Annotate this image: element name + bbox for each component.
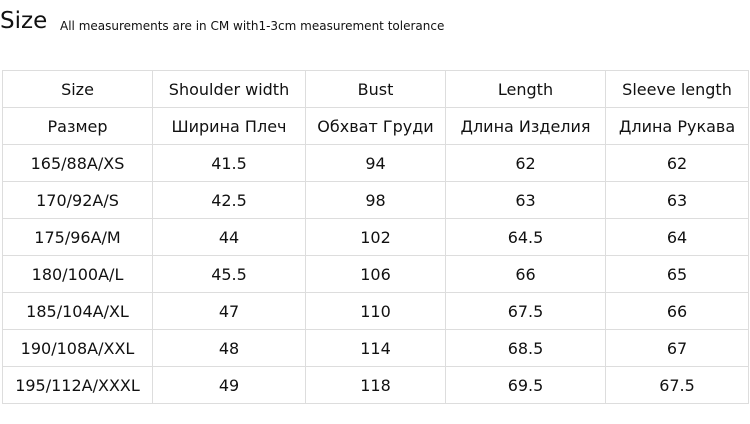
cell: 62 — [605, 144, 749, 182]
cell: 67 — [605, 329, 749, 367]
cell: 64.5 — [445, 218, 606, 256]
data-row: 195/112A/XXXL 49 118 69.5 67.5 — [2, 366, 749, 404]
cell: 42.5 — [152, 181, 306, 219]
cell: 64 — [605, 218, 749, 256]
cell: Длина Изделия — [445, 107, 606, 145]
cell: 63 — [445, 181, 606, 219]
cell: Длина Рукава — [605, 107, 749, 145]
data-row: 165/88A/XS 41.5 94 62 62 — [2, 144, 749, 182]
cell: 45.5 — [152, 255, 306, 293]
cell: 170/92A/S — [2, 181, 153, 219]
cell: 102 — [305, 218, 446, 256]
cell: 66 — [445, 255, 606, 293]
cell: 67.5 — [605, 366, 749, 404]
header-row: Size Shoulder width Bust Length Sleeve lengt… — [2, 70, 749, 108]
cell: 114 — [305, 329, 446, 367]
cell: Ширина Плеч — [152, 107, 306, 145]
cell: 48 — [152, 329, 306, 367]
cell: 69.5 — [445, 366, 606, 404]
header-row-ru: Размер Ширина Плеч Обхват Груди Длина Издел… — [2, 107, 749, 145]
cell: 94 — [305, 144, 446, 182]
cell: Размер — [2, 107, 153, 145]
size-table: Size Shoulder width Bust Length Sleeve lengt… — [2, 70, 749, 404]
cell: 165/88A/XS — [2, 144, 153, 182]
cell: 62 — [445, 144, 606, 182]
data-row: 190/108A/XXL 48 114 68.5 67 — [2, 329, 749, 367]
cell: Bust — [305, 70, 446, 108]
cell: Shoulder width — [152, 70, 306, 108]
cell: 118 — [305, 366, 446, 404]
cell: 195/112A/XXXL — [2, 366, 153, 404]
cell: 47 — [152, 292, 306, 330]
cell: 63 — [605, 181, 749, 219]
cell: Size — [2, 70, 153, 108]
data-row: 170/92A/S 42.5 98 63 63 — [2, 181, 749, 219]
cell: 65 — [605, 255, 749, 293]
cell: 49 — [152, 366, 306, 404]
cell: 175/96A/M — [2, 218, 153, 256]
cell: 106 — [305, 255, 446, 293]
data-row: 185/104A/XL 47 110 67.5 66 — [2, 292, 749, 330]
cell: 66 — [605, 292, 749, 330]
note: All measurements are in CM with1-3cm mea… — [60, 19, 445, 33]
cell: 190/108A/XXL — [2, 329, 153, 367]
cell: 98 — [305, 181, 446, 219]
cell: Обхват Груди — [305, 107, 446, 145]
cell: 67.5 — [445, 292, 606, 330]
cell: 110 — [305, 292, 446, 330]
data-row: 175/96A/M 44 102 64.5 64 — [2, 218, 749, 256]
cell: 41.5 — [152, 144, 306, 182]
cell: 180/100A/L — [2, 255, 153, 293]
cell: 68.5 — [445, 329, 606, 367]
cell: 185/104A/XL — [2, 292, 153, 330]
cell: 44 — [152, 218, 306, 256]
cell: Sleeve length — [605, 70, 749, 108]
cell: Length — [445, 70, 606, 108]
data-row: 180/100A/L 45.5 106 66 65 — [2, 255, 749, 293]
title: Size — [0, 8, 48, 34]
